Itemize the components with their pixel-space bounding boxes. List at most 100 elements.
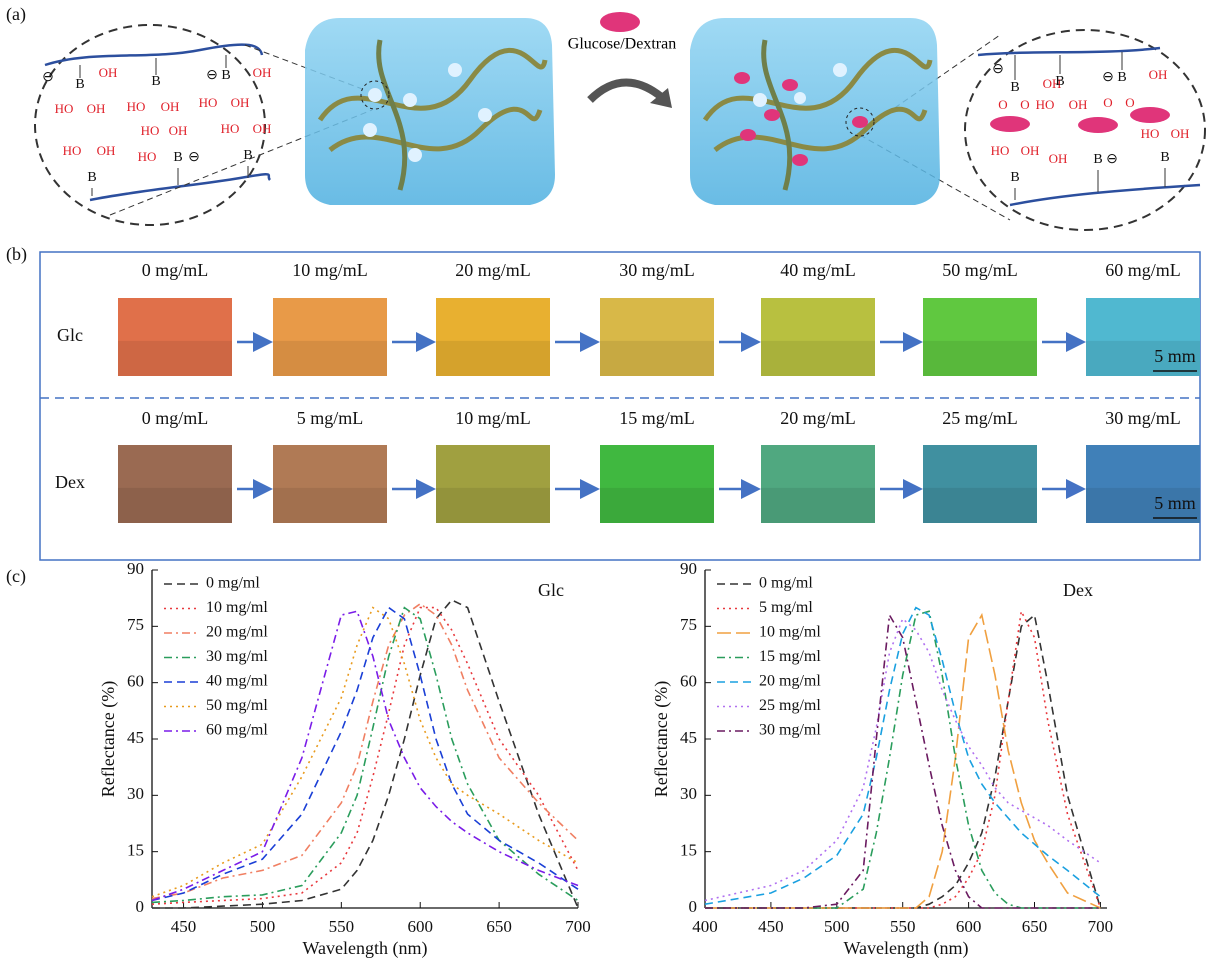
chemical-label: HO [199,95,218,110]
chemical-label: HO [1036,97,1055,112]
photo-shade [761,488,875,523]
chemical-label: O [1020,97,1029,112]
chemical-label: OH [253,65,272,80]
photo-shade [273,488,387,523]
chemical-label: OH [1049,151,1068,166]
chemical-label: OH [1171,126,1190,141]
data-line [152,600,578,908]
chemical-label: HO [1141,126,1160,141]
photo-shade [923,341,1037,376]
y-tick-label: 30 [127,784,144,803]
chemical-label: OH [169,123,188,138]
photo-label: 0 mg/mL [142,260,209,280]
photo-label: 15 mg/mL [619,408,695,428]
chemical-label: B [1010,170,1019,185]
legend-label: 20 mg/ml [759,673,821,690]
legend-label: 10 mg/ml [759,624,821,641]
x-tick-label: 550 [890,917,916,936]
chemical-label: O [998,97,1007,112]
y-axis-title: Reflectance (%) [98,681,119,797]
x-tick-label: 650 [486,917,512,936]
scale-bar-label: 5 mm [1154,493,1196,513]
panel-label: (b) [6,244,27,265]
x-tick-label: 550 [329,917,355,936]
chemical-label: OH [161,99,180,114]
photo-shade [273,341,387,376]
y-tick-label: 75 [680,615,697,634]
legend-label: 5 mg/ml [759,599,813,616]
y-tick-label: 90 [127,559,144,578]
x-tick-label: 450 [171,917,197,936]
photo-label: 20 mg/mL [780,408,856,428]
photo-label: 50 mg/mL [942,260,1018,280]
photo-shade [600,341,714,376]
photo-shade [118,341,232,376]
chemical-label: B [87,170,96,185]
chemical-label: ⊖ [992,62,1004,77]
photo-grid: Glc0 mg/mL10 mg/mL20 mg/mL30 mg/mL40 mg/… [55,260,1200,523]
chemical-label: HO [138,149,157,164]
chemical-label: OH [1021,143,1040,158]
photo-label: 10 mg/mL [455,408,531,428]
legend-label: 0 mg/ml [759,575,813,592]
legend-label: 20 mg/ml [206,624,268,641]
y-tick-label: 0 [689,897,698,916]
chemical-label: B [1093,152,1102,167]
chemical-label: B [151,74,160,89]
photo-shade [761,341,875,376]
x-axis-title: Wavelength (nm) [302,938,427,959]
chemical-label: O [1103,95,1112,110]
chemical-label: O [1125,95,1134,110]
panel-label: (c) [6,566,26,587]
x-tick-label: 650 [1022,917,1048,936]
chemical-label: OH [97,143,116,158]
chemical-label: OH [231,95,250,110]
x-tick-label: 450 [758,917,784,936]
photo-label: 0 mg/mL [142,408,209,428]
chemical-label: B [1010,80,1019,95]
chemical-label: B [75,77,84,92]
chemical-label: OH [1149,67,1168,82]
x-axis-title: Wavelength (nm) [843,938,968,959]
y-axis-title: Reflectance (%) [651,681,672,797]
chemical-label: B [173,150,182,165]
x-tick-label: 500 [250,917,276,936]
chart-annotation: Glc [538,580,564,600]
photo-label: 25 mg/mL [942,408,1018,428]
y-tick-label: 60 [127,672,144,691]
chemical-label: B [1117,70,1126,85]
photo-shade [436,341,550,376]
chemical-label: HO [63,143,82,158]
photo-shade [436,488,550,523]
photo-label: 60 mg/mL [1105,260,1181,280]
y-tick-label: 90 [680,559,697,578]
row-label: Glc [57,325,83,345]
photo-label: 30 mg/mL [619,260,695,280]
y-tick-label: 60 [680,672,697,691]
legend-label: 40 mg/ml [206,673,268,690]
chemical-label: HO [991,143,1010,158]
chemical-label: ⊖ [42,70,54,85]
legend-label: 30 mg/ml [759,722,821,739]
x-tick-label: 600 [956,917,982,936]
page: { "panel_labels": ["(a)", "(b)", "(c)"],… [0,0,1212,963]
chemical-label: B [1055,74,1064,89]
chart-annotation: Dex [1063,580,1093,600]
chemical-label: B [243,148,252,163]
panel-label: (a) [6,4,26,25]
photo-shade [600,488,714,523]
photo-label: 5 mg/mL [297,408,364,428]
x-tick-label: 600 [407,917,433,936]
chemical-label: ⊖ [206,68,218,83]
y-tick-label: 75 [127,615,144,634]
legend-label: 50 mg/ml [206,697,268,714]
row-label: Dex [55,472,85,492]
x-tick-label: 700 [565,917,591,936]
photo-label: 30 mg/mL [1105,408,1181,428]
y-tick-label: 45 [680,728,697,747]
y-tick-label: 45 [127,728,144,747]
photo-label: 10 mg/mL [292,260,368,280]
chemical-label: B [221,68,230,83]
scale-bar-label: 5 mm [1154,346,1196,366]
